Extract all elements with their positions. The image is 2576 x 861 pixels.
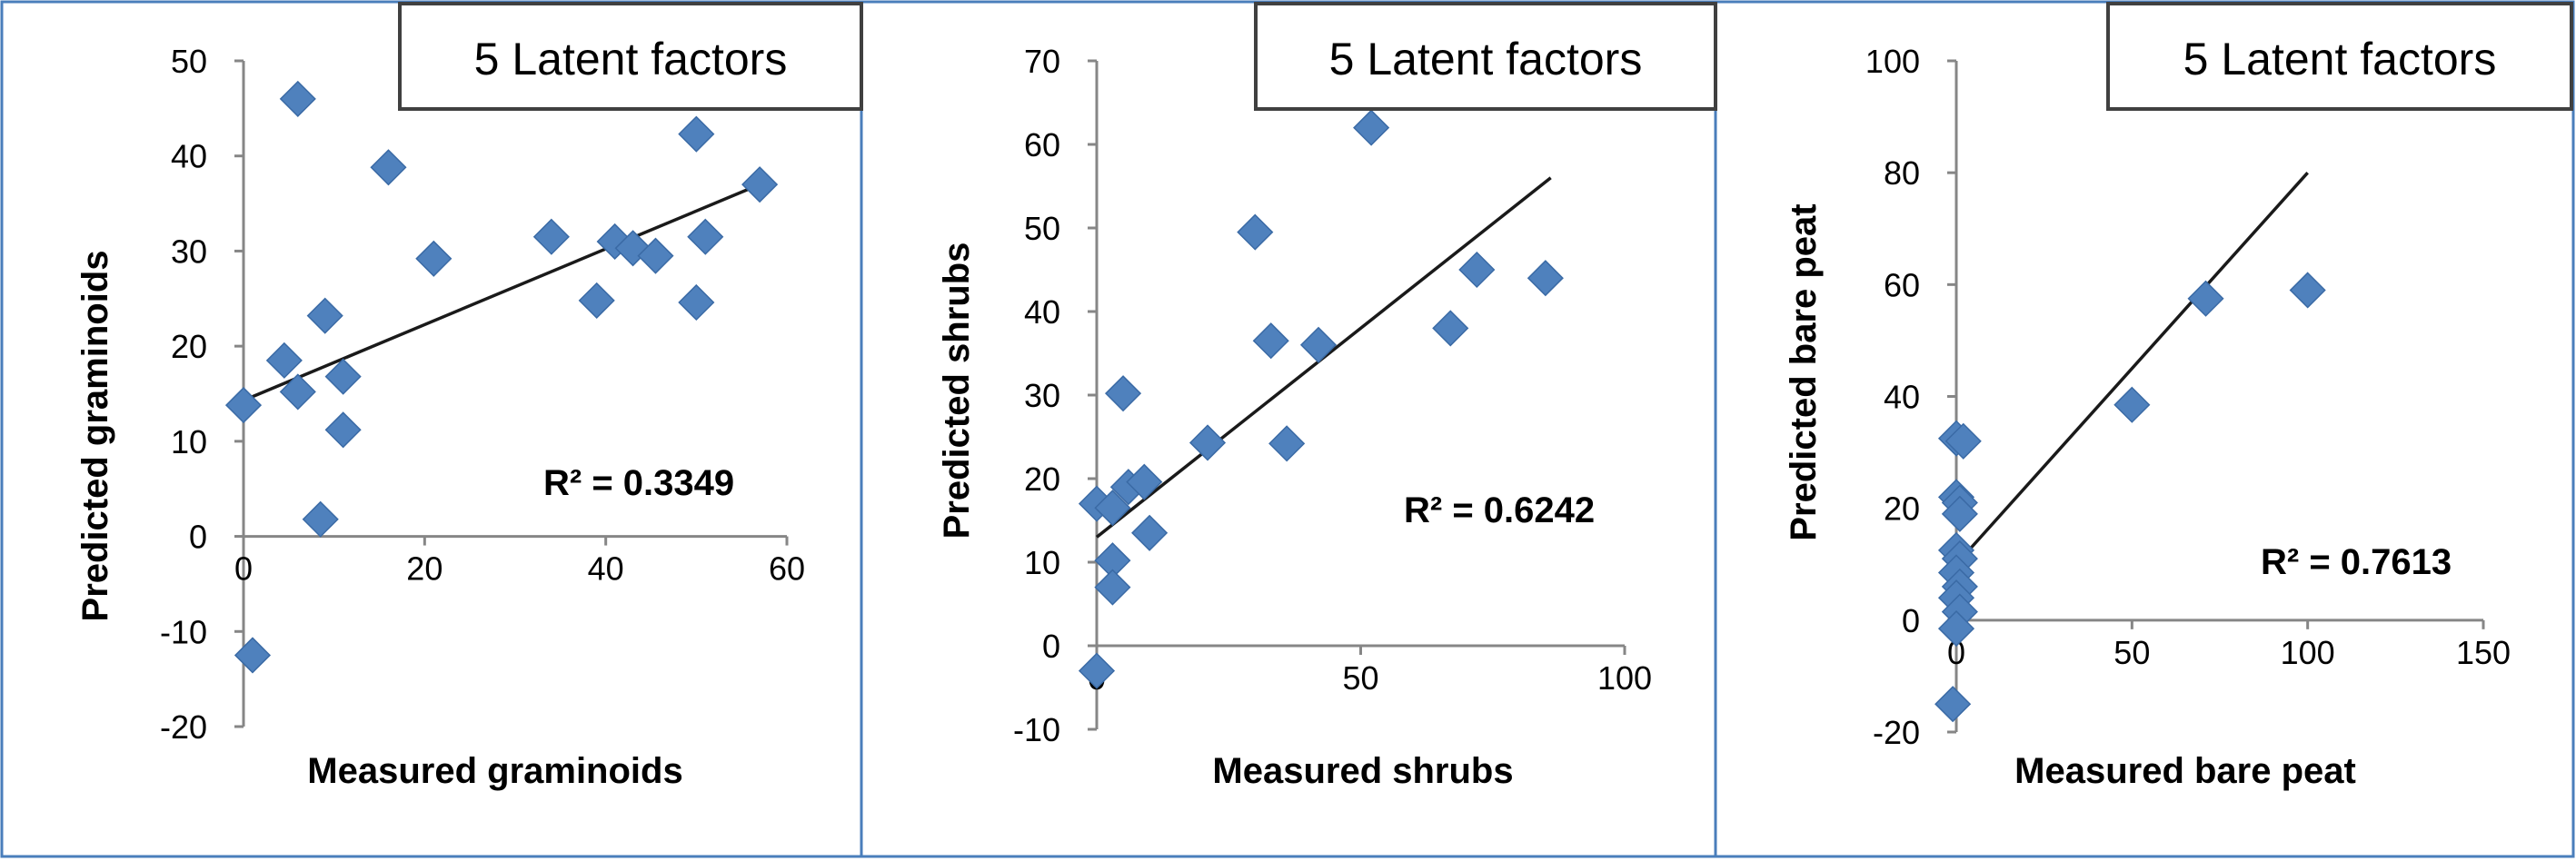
y-tick-label: 60	[1884, 266, 1920, 303]
r-squared-label: R² = 0.7613	[2261, 542, 2452, 582]
x-tick-label: 100	[1597, 659, 1652, 697]
x-axis-label: Measured shrubs	[1212, 751, 1513, 791]
r-squared-label: R² = 0.3349	[543, 463, 734, 503]
data-point	[224, 387, 263, 424]
data-point	[1527, 260, 1564, 297]
scatter-panel-bare-peat: -20 0 20 40 60 80 100 0 50 100 150 5 Latent factor…	[1784, 2, 2573, 791]
x-tick-label: 0	[234, 550, 253, 588]
y-tick-label: 70	[1024, 43, 1060, 80]
data-point	[1094, 490, 1131, 527]
chart-title-box: 5 Latent factors	[1254, 2, 1717, 111]
data-point	[678, 283, 715, 322]
x-tick-label: 50	[2114, 634, 2150, 671]
chart-title-box: 5 Latent factors	[398, 2, 863, 111]
chart-title: 5 Latent factors	[2183, 34, 2497, 84]
data-point	[306, 297, 343, 334]
data-point	[1432, 310, 1469, 347]
panel-1-frame	[0, 0, 863, 858]
data-point	[532, 218, 570, 255]
r-squared-label: R² = 0.6242	[1404, 490, 1595, 530]
data-point	[324, 411, 362, 449]
x-tick-label: 100	[2281, 634, 2335, 671]
y-tick-label: -20	[1873, 714, 1920, 751]
data-point	[1078, 652, 1116, 689]
data-point	[1937, 610, 1975, 648]
data-point	[415, 240, 453, 277]
data-point	[302, 500, 339, 538]
data-point	[1934, 686, 1972, 723]
y-tick-label: 20	[171, 328, 207, 365]
y-axis-label: Predicted bare peat	[1784, 203, 1824, 540]
y-tick-label: 0	[189, 519, 207, 556]
x-tick-label: 20	[406, 550, 443, 588]
data-point	[1131, 514, 1169, 551]
data-point	[741, 166, 779, 203]
x-tick-label: 50	[1342, 659, 1378, 697]
data-point	[2114, 386, 2151, 423]
x-tick-label: 40	[588, 550, 624, 588]
y-tick-label: 50	[171, 43, 207, 80]
y-tick-label: 30	[171, 233, 207, 270]
y-tick-label: 60	[1024, 126, 1060, 163]
data-point	[1458, 251, 1496, 289]
y-tick-label: 100	[1865, 43, 1920, 80]
data-point	[578, 282, 615, 319]
y-tick-label: 40	[1024, 293, 1060, 331]
y-tick-label: 0	[1042, 628, 1060, 665]
data-point	[1126, 463, 1163, 500]
data-point	[1237, 213, 1274, 251]
data-point	[1944, 422, 1982, 460]
data-point	[324, 358, 362, 395]
data-point	[370, 149, 407, 186]
y-tick-label: -10	[1013, 711, 1060, 748]
trendline	[1954, 171, 2309, 566]
data-point	[687, 218, 724, 255]
y-tick-label: 30	[1024, 377, 1060, 414]
data-point	[1941, 495, 1978, 532]
data-point	[1268, 425, 1306, 462]
data-point	[637, 237, 674, 274]
trendline	[243, 183, 761, 402]
chart-title-box: 5 Latent factors	[2106, 2, 2573, 111]
panel-3-frame	[1714, 0, 2575, 858]
y-axis-label: Predicted shrubs	[937, 242, 977, 539]
data-point	[1094, 569, 1131, 606]
data-point	[2187, 280, 2224, 317]
data-point	[1353, 109, 1390, 146]
y-tick-label: 0	[1902, 602, 1920, 639]
x-tick-label: 60	[769, 550, 805, 588]
data-point	[1252, 322, 1289, 360]
y-axis-label: Predicted graminoids	[75, 251, 115, 622]
y-tick-label: 20	[1024, 460, 1060, 498]
x-axis-label: Measured graminoids	[307, 751, 682, 791]
y-tick-label: 40	[1884, 379, 1920, 416]
data-point	[265, 341, 303, 379]
data-point	[2289, 272, 2326, 309]
y-tick-label: 80	[1884, 154, 1920, 192]
y-tick-label: -10	[160, 613, 207, 650]
scatter-panel-shrubs: -10010203040506070050100 5 Latent factor…	[937, 2, 1717, 791]
chart-title: 5 Latent factors	[474, 34, 788, 84]
data-point	[279, 373, 316, 411]
data-point	[1299, 326, 1338, 363]
data-point	[1104, 375, 1142, 412]
data-point	[279, 80, 316, 117]
chart-title: 5 Latent factors	[1329, 34, 1643, 84]
data-point	[1189, 424, 1227, 461]
scatter-panel-graminoids: -20 -10 0 10 20 30 40 50 0 20 40 60 5 Latent factor…	[75, 2, 863, 791]
y-tick-label: 20	[1884, 490, 1920, 528]
y-tick-label: 40	[171, 138, 207, 175]
y-tick-label: 10	[171, 423, 207, 460]
x-tick-label: 150	[2456, 634, 2511, 671]
data-point	[678, 115, 715, 153]
y-tick-label: 10	[1024, 544, 1060, 581]
x-tick-label: 0	[1947, 634, 1965, 671]
x-axis-label: Measured bare peat	[2014, 751, 2356, 791]
y-tick-label: -20	[160, 708, 207, 746]
y-tick-label: 50	[1024, 210, 1060, 247]
data-point	[234, 637, 272, 674]
